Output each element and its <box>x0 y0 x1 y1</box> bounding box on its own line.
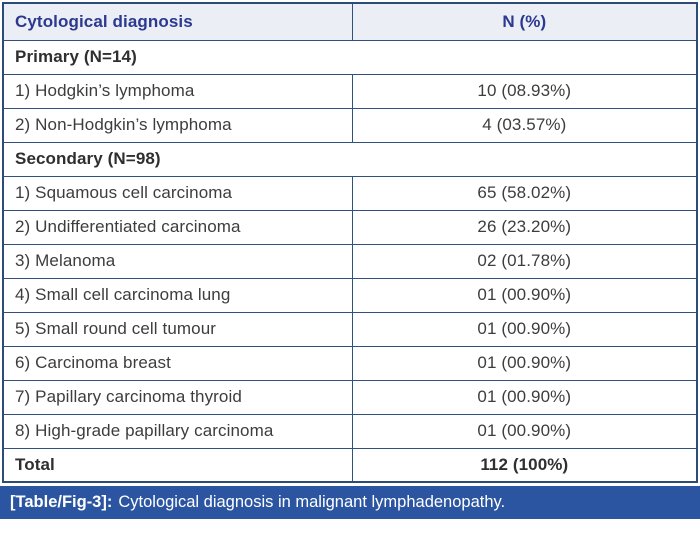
table-header-row: Cytological diagnosis N (%) <box>2 2 698 41</box>
row-label: 6) Carcinoma breast <box>2 345 353 381</box>
table-row: 6) Carcinoma breast 01 (00.90%) <box>2 345 698 381</box>
caption-text: Cytological diagnosis in malignant lymph… <box>118 493 506 511</box>
row-label: 2) Undifferentiated carcinoma <box>2 209 353 245</box>
section-label: Secondary (N=98) <box>2 141 698 177</box>
table-row: 1) Squamous cell carcinoma 65 (58.02%) <box>2 175 698 211</box>
table-row: 1) Hodgkin’s lymphoma 10 (08.93%) <box>2 73 698 109</box>
row-value: 01 (00.90%) <box>351 413 698 449</box>
row-label: 7) Papillary carcinoma thyroid <box>2 379 353 415</box>
row-label: 1) Hodgkin’s lymphoma <box>2 73 353 109</box>
section-label: Primary (N=14) <box>2 39 698 75</box>
row-value: 01 (00.90%) <box>351 277 698 313</box>
table-row: 8) High-grade papillary carcinoma 01 (00… <box>2 413 698 449</box>
table-row: 5) Small round cell tumour 01 (00.90%) <box>2 311 698 347</box>
caption-bar: [Table/Fig-3]: Cytological diagnosis in … <box>0 486 700 519</box>
row-value: 4 (03.57%) <box>351 107 698 143</box>
header-cell-diagnosis: Cytological diagnosis <box>2 2 353 41</box>
row-label: 8) High-grade papillary carcinoma <box>2 413 353 449</box>
row-value: 01 (00.90%) <box>351 379 698 415</box>
table-row: 3) Melanoma 02 (01.78%) <box>2 243 698 279</box>
row-label: 1) Squamous cell carcinoma <box>2 175 353 211</box>
row-label: 5) Small round cell tumour <box>2 311 353 347</box>
row-value: 02 (01.78%) <box>351 243 698 279</box>
table-row: 4) Small cell carcinoma lung 01 (00.90%) <box>2 277 698 313</box>
cytological-diagnosis-table: Cytological diagnosis N (%) Primary (N=1… <box>2 2 698 483</box>
table-row: 2) Non-Hodgkin’s lymphoma 4 (03.57%) <box>2 107 698 143</box>
row-value: 10 (08.93%) <box>351 73 698 109</box>
total-label: Total <box>2 447 353 483</box>
row-value: 26 (23.20%) <box>351 209 698 245</box>
row-value: 01 (00.90%) <box>351 311 698 347</box>
row-value: 65 (58.02%) <box>351 175 698 211</box>
table-row: 2) Undifferentiated carcinoma 26 (23.20%… <box>2 209 698 245</box>
table-row: 7) Papillary carcinoma thyroid 01 (00.90… <box>2 379 698 415</box>
row-label: 2) Non-Hodgkin’s lymphoma <box>2 107 353 143</box>
total-row: Total 112 (100%) <box>2 447 698 483</box>
row-label: 4) Small cell carcinoma lung <box>2 277 353 313</box>
row-value: 01 (00.90%) <box>351 345 698 381</box>
section-row-secondary: Secondary (N=98) <box>2 141 698 177</box>
section-row-primary: Primary (N=14) <box>2 39 698 75</box>
total-value: 112 (100%) <box>351 447 698 483</box>
header-cell-n-percent: N (%) <box>351 2 698 41</box>
caption-tag: [Table/Fig-3]: <box>10 493 113 511</box>
row-label: 3) Melanoma <box>2 243 353 279</box>
